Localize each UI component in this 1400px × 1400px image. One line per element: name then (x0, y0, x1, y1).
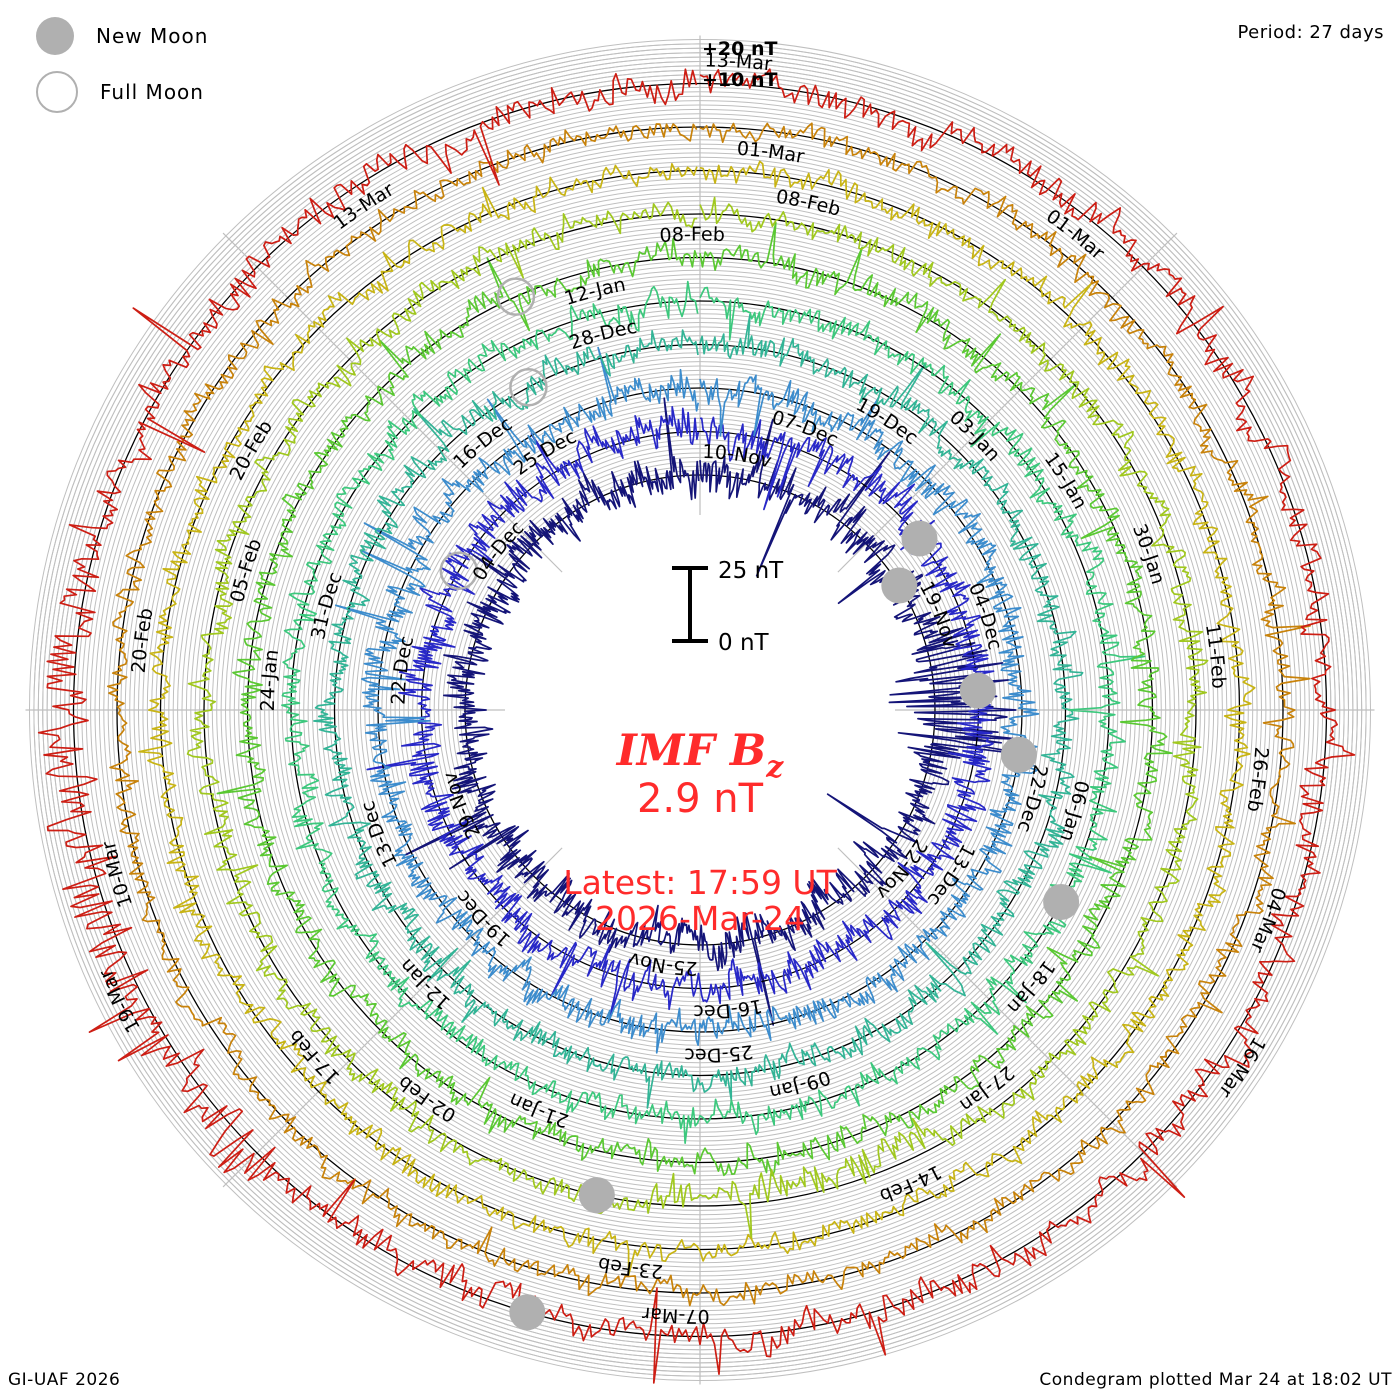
rotation-trace-rot-4 (313, 313, 1084, 1109)
footer-plot-time: Condegram plotted Mar 24 at 18:02 UT (1039, 1370, 1392, 1390)
center-latest-date: 2026-Mar-24 (595, 899, 805, 938)
new-moon-icon (36, 17, 74, 55)
date-label: 25-Nov (626, 947, 698, 979)
legend-label-full-moon: Full Moon (100, 80, 204, 104)
full-moon-marker (496, 277, 536, 316)
new-moon-marker (881, 567, 918, 604)
radial-axis-labels: +20 nT +10 nT (702, 38, 778, 91)
rotation-trace-rot-2 (366, 405, 995, 1019)
rotation-trace-rot-9 (106, 122, 1311, 1307)
date-label: 22-Nov (871, 835, 931, 903)
date-label: 08-Feb (659, 223, 726, 247)
radial-axis-label: +20 nT (702, 38, 778, 60)
date-label: 27-Jan (956, 1061, 1019, 1116)
date-label: 13-Mar (704, 49, 773, 75)
date-label: 20-Feb (128, 606, 158, 673)
new-moon-marker (1000, 736, 1037, 773)
full-moon-marker (439, 551, 479, 590)
date-label: 14-Feb (877, 1160, 946, 1207)
radial-axis-label: +10 nT (702, 69, 778, 91)
rotation-trace-rot-7 (186, 196, 1209, 1240)
new-moon-marker (959, 672, 996, 709)
scale-bar-top-label: 25 nT (718, 558, 784, 584)
full-moon-icon (36, 71, 78, 113)
grid-spoke (837, 232, 1178, 573)
footer-credit: GI-UAF 2026 (8, 1370, 121, 1390)
center-value: 2.9 nT (637, 776, 764, 822)
date-label: 07-Mar (641, 1302, 710, 1327)
rotation-trace-rot-8 (138, 160, 1256, 1276)
date-label: 25-Dec (684, 1040, 754, 1066)
rotation-trace-rot-3 (334, 346, 1040, 1054)
legend-item-new-moon: New Moon (24, 8, 208, 64)
new-moon-marker (901, 520, 938, 557)
legend-label-new-moon: New Moon (96, 24, 209, 48)
scale-bar-bottom-label: 0 nT (718, 630, 770, 656)
baseline-arc (290, 300, 1110, 1120)
rotation-trace-rot-5 (281, 280, 1146, 1144)
legend-item-full-moon: Full Moon (24, 64, 208, 120)
date-label: 16-Dec (693, 994, 764, 1022)
baseline-arc (72, 82, 1328, 1338)
center-latest-time: Latest: 17:59 UT (563, 863, 837, 902)
full-moon-marker (509, 368, 548, 407)
baseline-arc (333, 343, 1067, 1077)
new-moon-marker (578, 1177, 615, 1214)
data-traces (37, 68, 1356, 1384)
new-moon-marker (1043, 884, 1080, 921)
date-label: 26-Feb (1242, 746, 1272, 813)
period-label: Period: 27 days (1237, 22, 1384, 43)
baseline-arc (203, 213, 1197, 1207)
rotation-trace-rot-6 (216, 221, 1173, 1177)
new-moon-marker (509, 1294, 546, 1331)
rotation-trace-rot-10 (37, 68, 1356, 1384)
center-title: IMF Bz (615, 726, 785, 785)
moon-phase-legend: New Moon Full Moon (24, 8, 208, 120)
date-label: 24-Jan (257, 648, 283, 711)
scale-bar: 25 nT 0 nT (672, 558, 784, 656)
rotation-trace-rot-1 (404, 397, 1018, 1026)
grid-spoke (222, 232, 563, 573)
moon-markers (439, 277, 1080, 1331)
